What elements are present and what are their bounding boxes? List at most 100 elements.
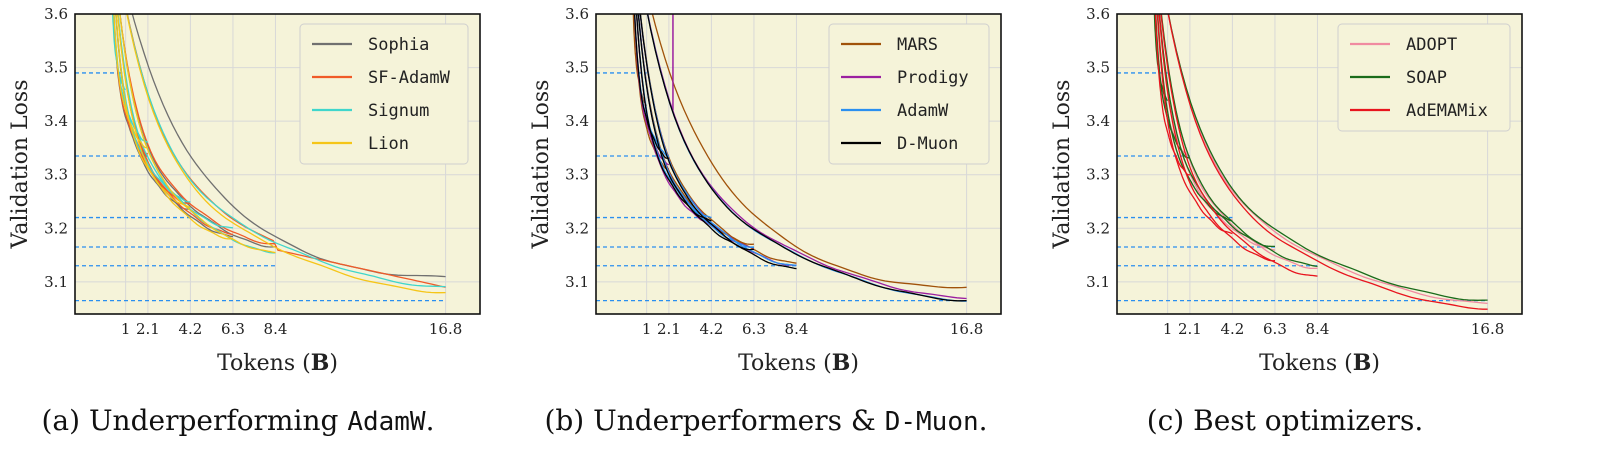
- caption-suffix: .: [979, 404, 988, 437]
- caption-prefix: (b) Underperformers &: [544, 404, 884, 437]
- series-line-ademamix: [1167, 14, 1488, 310]
- y-tick-label: 3.2: [565, 219, 589, 237]
- series-group: [112, 14, 446, 294]
- legend-entry: AdEMAMix: [1406, 101, 1488, 121]
- y-axis-label: Validation Loss: [8, 80, 33, 250]
- x-tick-label: 4.2: [699, 320, 723, 338]
- legend-entry: SOAP: [1406, 68, 1447, 88]
- x-tick-label: 4.2: [178, 320, 202, 338]
- y-axis-label: Validation Loss: [1050, 80, 1075, 250]
- y-tick-label: 3.3: [565, 166, 589, 184]
- chart-panel-3: 1 2.1 4.2 6.3 8.4 16.8 3.1 3.2 3.3 3.4 3.5 3.6 Token…: [1050, 5, 1523, 376]
- series-line-d-muon: [639, 14, 797, 270]
- x-tick-label: 4.2: [1220, 320, 1244, 338]
- series-group: [632, 14, 967, 302]
- x-tick-label: 16.8: [950, 320, 983, 338]
- y-axis-label: Validation Loss: [529, 80, 554, 250]
- panel-caption: (b) Underperformers & D-Muon.: [544, 404, 987, 437]
- series-line-lion: [126, 14, 446, 294]
- caption-mono: D-Muon: [885, 407, 979, 437]
- legend-entry: AdamW: [897, 101, 949, 121]
- x-tick-label: 8.4: [1306, 320, 1330, 338]
- y-tick-label: 3.6: [1086, 5, 1110, 23]
- x-tick-label: 2.1: [657, 320, 681, 338]
- x-axis-label-prefix: Tokens (: [217, 351, 311, 376]
- y-tick-label: 3.3: [1086, 166, 1110, 184]
- x-tick-label: 1: [1163, 320, 1173, 338]
- legend-box: [1337, 23, 1511, 132]
- series-line-d-muon: [635, 14, 712, 222]
- x-axis-label-unit: B: [311, 350, 330, 376]
- x-axis-label: Tokens (B): [1259, 350, 1380, 376]
- y-tick-label: 3.2: [1086, 219, 1110, 237]
- x-tick-label: 1: [642, 320, 652, 338]
- panel-caption: (a) Underperforming AdamW.: [42, 404, 435, 437]
- x-axis-label-prefix: Tokens (: [1259, 351, 1353, 376]
- x-axis-label: Tokens (B): [217, 350, 338, 376]
- chart-panel-2: 1 2.1 4.2 6.3 8.4 16.8 3.1 3.2 3.3 3.4 3.5 3.6 Token…: [529, 5, 1002, 376]
- series-line-soap: [1160, 14, 1318, 268]
- legend-entry: Lion: [368, 134, 409, 154]
- x-tick-label: 16.8: [1471, 320, 1504, 338]
- y-tick-label: 3.1: [565, 273, 589, 291]
- panel-caption: (c) Best optimizers.: [1147, 404, 1424, 437]
- caption-suffix: .: [426, 404, 435, 437]
- series-line-lion: [116, 14, 234, 240]
- x-axis-label: Tokens (B): [738, 350, 859, 376]
- legend-entry: ADOPT: [1406, 35, 1457, 55]
- y-tick-label: 3.6: [44, 5, 68, 23]
- y-tick-label: 3.6: [565, 5, 589, 23]
- legend-box: [299, 23, 469, 165]
- x-tick-label: 2.1: [136, 320, 160, 338]
- x-axis-label-suffix: ): [1371, 351, 1380, 376]
- x-tick-label: 8.4: [264, 320, 288, 338]
- series-line-ademamix: [1160, 14, 1318, 277]
- legend-entry: MARS: [897, 35, 938, 55]
- series-line-sf-adamw: [119, 14, 276, 245]
- series-line-signum: [126, 14, 446, 288]
- x-tick-label: 2.1: [1178, 320, 1202, 338]
- x-axis-label-prefix: Tokens (: [738, 351, 832, 376]
- y-tick-label: 3.2: [44, 219, 68, 237]
- plot-frame: [1116, 13, 1523, 315]
- x-tick-label: 6.3: [1263, 320, 1287, 338]
- plot-frame: [595, 13, 1002, 315]
- y-tick-label: 3.4: [565, 112, 589, 130]
- x-tick-label: 16.8: [429, 320, 462, 338]
- plot-frame: [74, 13, 481, 315]
- series-line-ademamix: [1154, 14, 1191, 176]
- x-tick-label: 1: [121, 320, 131, 338]
- caption-mono: AdamW: [347, 407, 426, 437]
- x-tick-label: 8.4: [785, 320, 809, 338]
- y-tick-label: 3.5: [1086, 59, 1110, 77]
- series-line-ademamix: [1156, 14, 1233, 235]
- legend-entry: Signum: [368, 101, 429, 121]
- y-tick-label: 3.5: [565, 59, 589, 77]
- chart-panel-1: 1 2.1 4.2 6.3 8.4 16.8 3.1 3.2 3.3 3.4 3.5 3.6 Token…: [8, 5, 481, 376]
- series-group: [1153, 14, 1488, 310]
- y-tick-label: 3.1: [1086, 273, 1110, 291]
- y-tick-label: 3.4: [1086, 112, 1110, 130]
- y-tick-label: 3.4: [44, 112, 68, 130]
- legend-entry: D-Muon: [897, 134, 958, 154]
- x-axis-label-suffix: ): [329, 351, 338, 376]
- legend-box: [828, 23, 990, 165]
- y-tick-label: 3.1: [44, 273, 68, 291]
- series-line-adopt: [1167, 14, 1488, 305]
- caption-prefix: (c) Best optimizers.: [1147, 404, 1424, 437]
- series-line-soap: [1156, 14, 1233, 222]
- series-line-soap: [1167, 14, 1488, 301]
- x-axis-label-suffix: ): [850, 351, 859, 376]
- series-line-lion: [119, 14, 276, 254]
- x-axis-label-unit: B: [832, 350, 851, 376]
- y-tick-label: 3.5: [44, 59, 68, 77]
- legend-entry: Prodigy: [897, 68, 969, 88]
- y-tick-label: 3.3: [44, 166, 68, 184]
- series-line-d-muon: [646, 14, 967, 302]
- x-tick-label: 6.3: [742, 320, 766, 338]
- legend-entry: SF-AdamW: [368, 68, 451, 88]
- x-axis-label-unit: B: [1353, 350, 1372, 376]
- caption-prefix: (a) Underperforming: [42, 404, 348, 437]
- x-tick-label: 6.3: [221, 320, 245, 338]
